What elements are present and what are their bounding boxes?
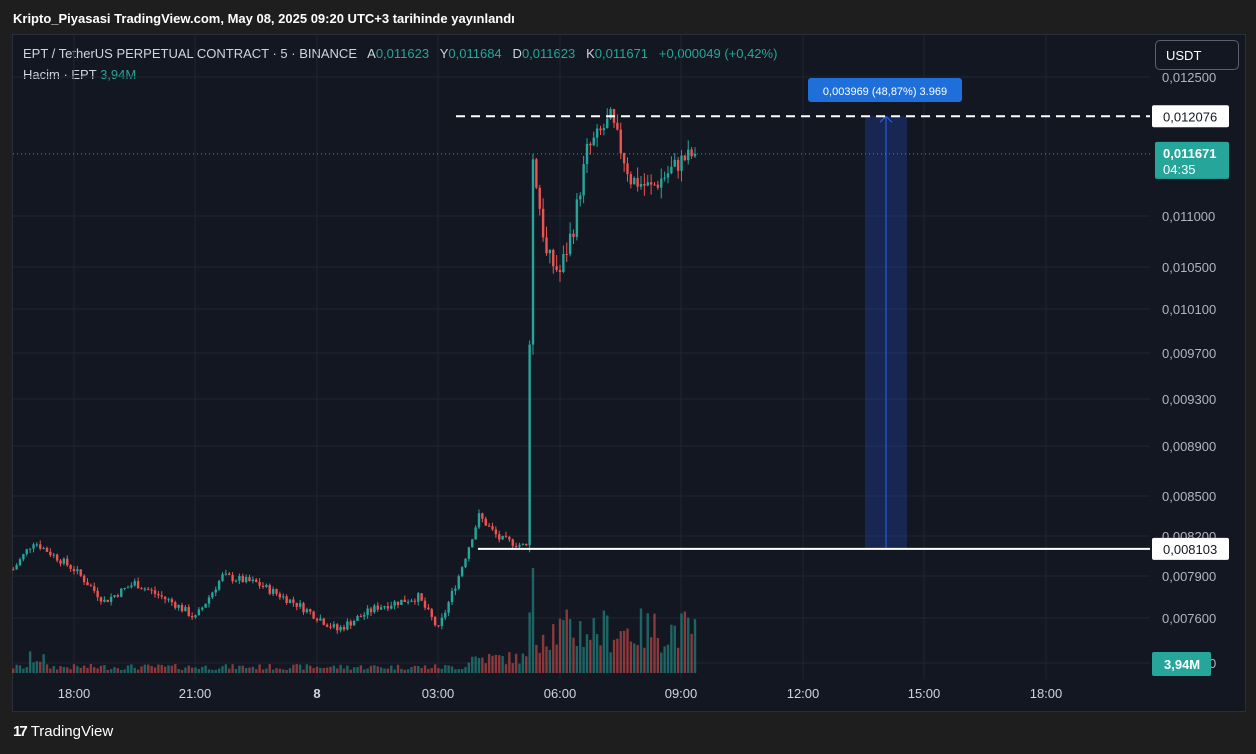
symbol-title: EPT / TetherUS PERPETUAL CONTRACT · 5 · … xyxy=(23,46,357,61)
high-value: 0,011684 xyxy=(448,46,502,61)
volume-label: Hacim · EPT xyxy=(23,67,97,82)
tradingview-logo-icon: 17 xyxy=(13,723,28,740)
volume-value: 3,94M xyxy=(100,67,137,82)
publication-caption: Kripto_Piyasasi TradingView.com, May 08,… xyxy=(13,11,515,26)
brand-name: TradingView xyxy=(30,723,114,740)
high-label: Y xyxy=(439,46,449,61)
low-value: 0,011623 xyxy=(521,46,576,61)
open-label: A xyxy=(367,46,376,61)
tradingview-logo[interactable]: 17 TradingView xyxy=(13,723,113,740)
close-value: 0,011671 xyxy=(594,46,649,61)
change-value: +0,000049 (+0,42%) xyxy=(658,46,778,61)
open-value: 0,011623 xyxy=(375,46,430,61)
chart-frame[interactable] xyxy=(12,34,1246,712)
close-label: K xyxy=(586,46,595,61)
volume-legend: Hacim · EPT 3,94M xyxy=(23,67,136,82)
symbol-legend: EPT / TetherUS PERPETUAL CONTRACT · 5 · … xyxy=(23,46,777,61)
currency-button[interactable]: USDT xyxy=(1155,40,1239,70)
low-label: D xyxy=(512,46,522,61)
